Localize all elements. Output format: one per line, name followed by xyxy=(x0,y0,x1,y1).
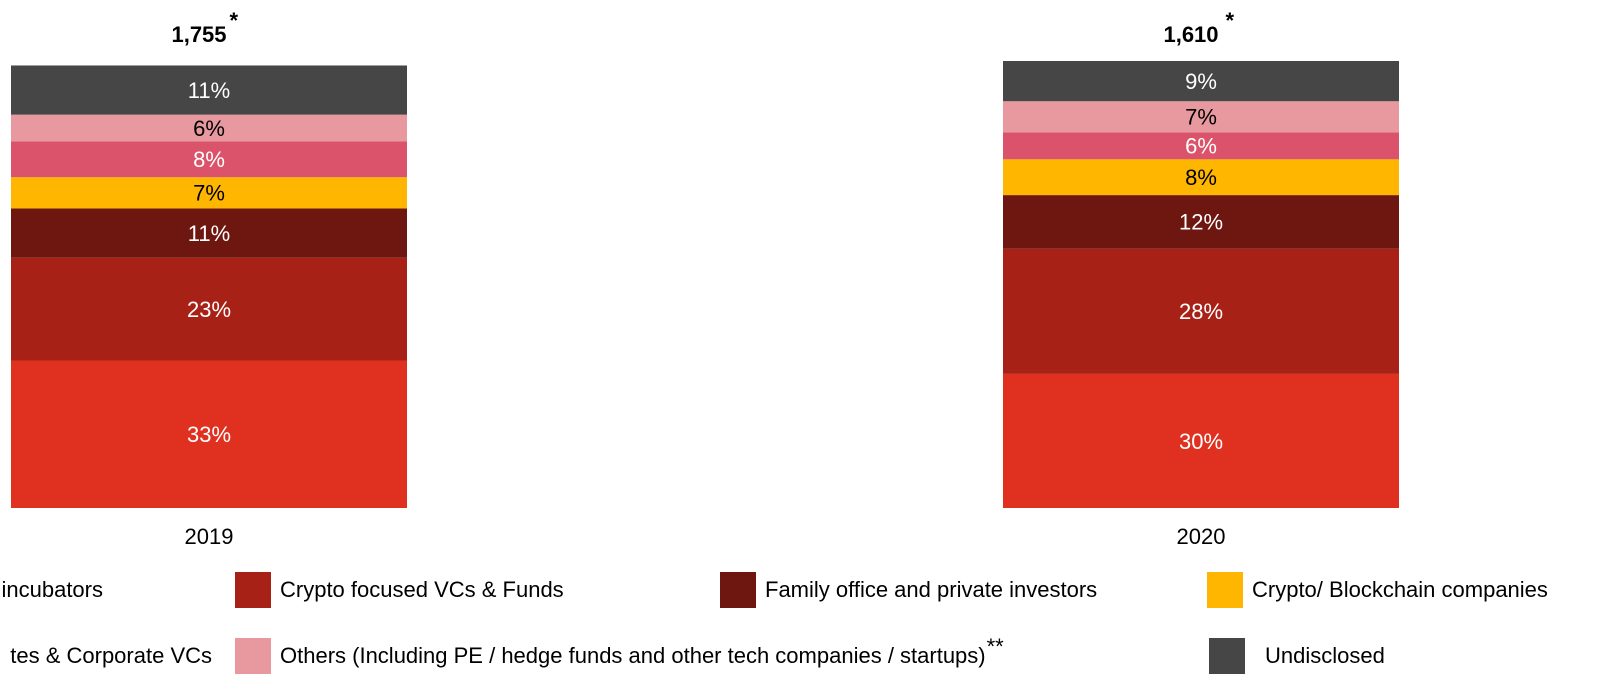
total-note: * xyxy=(230,8,239,33)
total-label: 1,755 xyxy=(171,22,226,47)
bar-segment xyxy=(1003,159,1399,196)
x-tick-label: 2020 xyxy=(1177,524,1226,549)
bar-segment xyxy=(1003,132,1399,160)
legend-note: ** xyxy=(987,634,1005,659)
bar-segment xyxy=(11,114,407,142)
data-label: 6% xyxy=(193,116,225,141)
legend-label: Crypto/ Blockchain companies xyxy=(1252,577,1548,602)
total-note: * xyxy=(1226,8,1235,33)
bar-segment xyxy=(1003,248,1399,374)
legend-label: Undisclosed xyxy=(1265,643,1385,668)
bar-segment xyxy=(1003,101,1399,133)
legend-swatch xyxy=(1209,638,1245,674)
bar-segment xyxy=(11,65,407,115)
data-label: 9% xyxy=(1185,69,1217,94)
legend-label: Others (Including PE / hedge funds and o… xyxy=(280,643,986,668)
x-tick-label: 2019 xyxy=(185,524,234,549)
legend-label: Crypto focused VCs & Funds xyxy=(280,577,564,602)
bar-segment xyxy=(1003,195,1399,249)
legend-swatch xyxy=(1207,572,1243,608)
data-label: 33% xyxy=(187,422,231,447)
legend-label: incubators xyxy=(1,577,103,602)
bar-segment xyxy=(1003,373,1399,508)
data-label: 7% xyxy=(193,181,225,206)
legend-swatch xyxy=(235,638,271,674)
data-label: 30% xyxy=(1179,429,1223,454)
data-label: 12% xyxy=(1179,210,1223,235)
data-label: 23% xyxy=(187,297,231,322)
bar-segment xyxy=(11,360,407,508)
data-label: 11% xyxy=(188,221,230,246)
data-label: 8% xyxy=(1185,165,1217,190)
legend-swatch xyxy=(235,572,271,608)
bar-segment xyxy=(11,208,407,258)
bar-segment xyxy=(11,177,407,209)
bar-segment xyxy=(1003,61,1399,102)
data-label: 8% xyxy=(193,147,225,172)
legend-label: tes & Corporate VCs xyxy=(10,643,212,668)
legend-label: Family office and private investors xyxy=(765,577,1097,602)
data-label: 28% xyxy=(1179,299,1223,324)
legend-swatch xyxy=(720,572,756,608)
bar-segment xyxy=(11,257,407,361)
bar-segment xyxy=(11,141,407,178)
data-label: 6% xyxy=(1185,134,1217,159)
data-label: 7% xyxy=(1185,105,1217,130)
data-label: 11% xyxy=(188,78,230,103)
total-label: 1,610 xyxy=(1163,22,1218,47)
